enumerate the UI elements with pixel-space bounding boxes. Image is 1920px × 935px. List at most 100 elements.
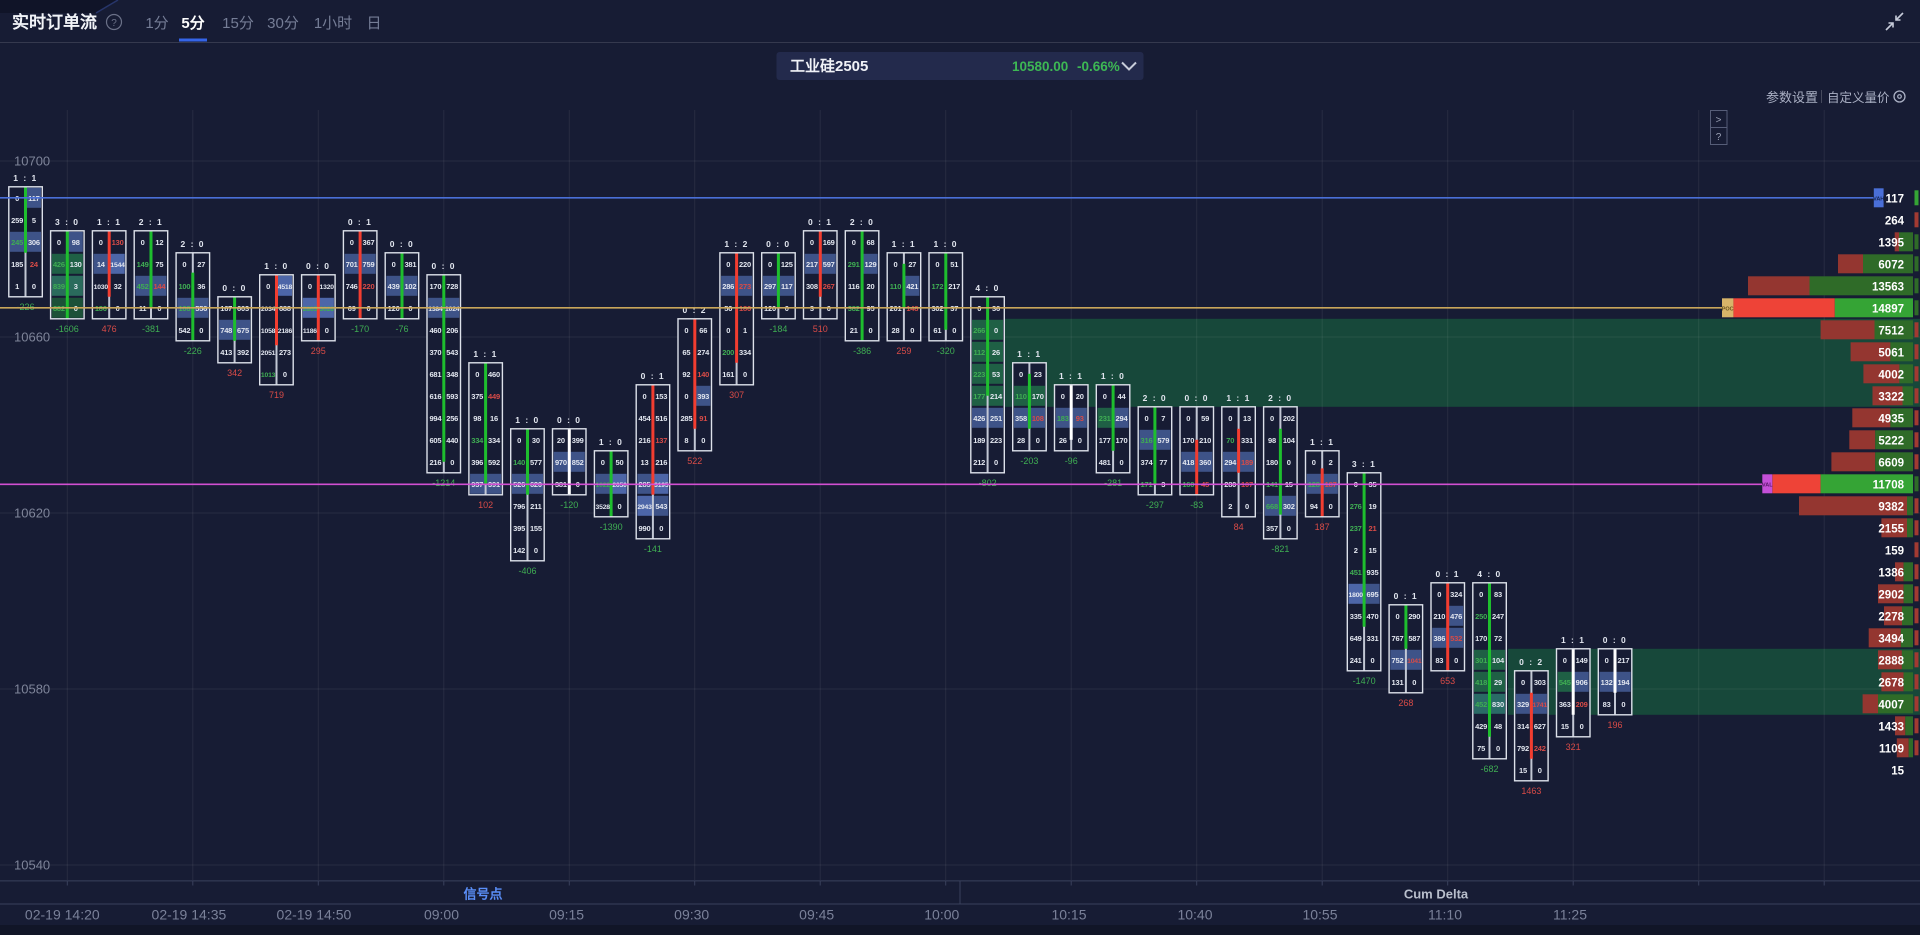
- svg-text:09:15: 09:15: [549, 907, 584, 923]
- svg-text:5222: 5222: [1878, 435, 1904, 447]
- svg-text:20: 20: [557, 436, 565, 445]
- svg-text:935: 935: [1367, 568, 1379, 577]
- svg-text:153: 153: [655, 392, 667, 401]
- svg-text:0: 0: [1412, 678, 1416, 687]
- svg-text:1 : 1: 1 : 1: [473, 349, 498, 359]
- svg-text:796: 796: [513, 502, 525, 511]
- svg-text:13: 13: [1243, 414, 1251, 423]
- svg-text:5分: 5分: [181, 15, 204, 32]
- svg-text:1 : 1: 1 : 1: [13, 173, 38, 183]
- svg-text:543: 543: [446, 348, 458, 357]
- svg-text:-320: -320: [937, 346, 955, 356]
- svg-text:0: 0: [283, 370, 287, 379]
- svg-text:2186: 2186: [278, 328, 293, 335]
- svg-text:-83: -83: [1190, 500, 1203, 510]
- svg-text:1013: 1013: [261, 372, 276, 379]
- svg-text:728: 728: [446, 282, 458, 291]
- svg-text:374: 374: [1141, 458, 1154, 467]
- svg-text:11708: 11708: [1873, 479, 1905, 491]
- svg-text:605: 605: [429, 436, 441, 445]
- svg-text:237: 237: [1350, 524, 1362, 533]
- svg-text:117: 117: [1885, 193, 1904, 205]
- svg-text:314: 314: [1517, 722, 1530, 731]
- svg-text:247: 247: [1492, 612, 1504, 621]
- svg-text:自定义量价: 自定义量价: [1827, 90, 1890, 105]
- svg-text:0: 0: [1078, 436, 1082, 445]
- svg-text:342: 342: [227, 368, 242, 378]
- svg-text:189: 189: [1241, 458, 1253, 467]
- svg-text:2 : 0: 2 : 0: [1268, 393, 1293, 403]
- svg-text:-1214: -1214: [432, 478, 455, 488]
- svg-text:149: 149: [1576, 656, 1588, 665]
- svg-text:83: 83: [1603, 700, 1611, 709]
- svg-text:0: 0: [643, 392, 647, 401]
- svg-text:-203: -203: [1020, 456, 1038, 466]
- svg-text:202: 202: [1283, 414, 1295, 423]
- svg-text:1 : 1: 1 : 1: [1017, 349, 1042, 359]
- svg-text:-76: -76: [395, 324, 408, 334]
- svg-text:321: 321: [1566, 742, 1581, 752]
- svg-text:172: 172: [931, 282, 943, 291]
- svg-text:1 : 1: 1 : 1: [892, 239, 917, 249]
- svg-text:94: 94: [1310, 502, 1319, 511]
- svg-text:02-19 14:35: 02-19 14:35: [152, 907, 227, 923]
- svg-text:334: 334: [471, 436, 484, 445]
- svg-text:VAH: VAH: [1873, 196, 1884, 202]
- svg-text:0 : 2: 0 : 2: [1519, 657, 1544, 667]
- svg-text:0: 0: [325, 326, 329, 335]
- svg-text:15分: 15分: [222, 15, 254, 32]
- svg-text:0 : 1: 0 : 1: [348, 217, 373, 227]
- svg-text:210: 210: [1199, 436, 1211, 445]
- svg-text:367: 367: [363, 238, 375, 247]
- svg-text:27: 27: [197, 260, 205, 269]
- svg-text:303: 303: [1534, 678, 1546, 687]
- svg-text:675: 675: [237, 326, 249, 335]
- svg-text:-1606: -1606: [56, 324, 79, 334]
- svg-text:日: 日: [366, 15, 381, 32]
- svg-text:852: 852: [572, 458, 584, 467]
- svg-text:6072: 6072: [1878, 259, 1904, 271]
- svg-text:4935: 4935: [1878, 413, 1904, 425]
- svg-text:418: 418: [1475, 678, 1487, 687]
- svg-text:5: 5: [32, 216, 36, 225]
- svg-text:0: 0: [618, 502, 622, 511]
- svg-text:3 : 1: 3 : 1: [1352, 459, 1377, 469]
- svg-text:291: 291: [848, 260, 860, 269]
- svg-text:0: 0: [1245, 502, 1249, 511]
- svg-text:1 : 0: 1 : 0: [264, 261, 289, 271]
- svg-text:0 : 0: 0 : 0: [306, 261, 331, 271]
- svg-text:0: 0: [810, 238, 814, 247]
- svg-text:212: 212: [973, 458, 985, 467]
- svg-text:4002: 4002: [1878, 369, 1904, 381]
- svg-text:627: 627: [1534, 722, 1546, 731]
- svg-text:268: 268: [1398, 698, 1413, 708]
- svg-text:1 : 1: 1 : 1: [1561, 635, 1586, 645]
- svg-text:0: 0: [1454, 656, 1458, 665]
- svg-text:0: 0: [1061, 392, 1065, 401]
- svg-text:0 : 0: 0 : 0: [1603, 635, 1628, 645]
- svg-text:360: 360: [1199, 458, 1211, 467]
- svg-text:65: 65: [682, 348, 690, 357]
- svg-text:-0.66%: -0.66%: [1077, 59, 1120, 74]
- svg-text:426: 426: [53, 260, 65, 269]
- svg-text:0 : 0: 0 : 0: [766, 239, 791, 249]
- svg-text:316: 316: [1141, 436, 1153, 445]
- svg-text:159: 159: [1885, 545, 1904, 557]
- svg-text:-682: -682: [1480, 764, 1498, 774]
- svg-text:0: 0: [1120, 458, 1124, 467]
- svg-text:460: 460: [488, 370, 500, 379]
- svg-text:839: 839: [53, 282, 65, 291]
- svg-text:273: 273: [739, 282, 751, 291]
- svg-text:?: ?: [111, 18, 117, 29]
- svg-text:1544: 1544: [110, 262, 125, 269]
- svg-text:0: 0: [1329, 502, 1333, 511]
- svg-text:532: 532: [1450, 634, 1462, 643]
- svg-text:-281: -281: [1104, 478, 1122, 488]
- svg-text:399: 399: [572, 436, 584, 445]
- svg-text:516: 516: [655, 414, 667, 423]
- svg-text:10:15: 10:15: [1051, 907, 1086, 923]
- svg-text:290: 290: [1408, 612, 1420, 621]
- svg-text:7: 7: [1161, 414, 1165, 423]
- svg-text:395: 395: [513, 524, 525, 533]
- svg-text:132: 132: [1601, 678, 1613, 687]
